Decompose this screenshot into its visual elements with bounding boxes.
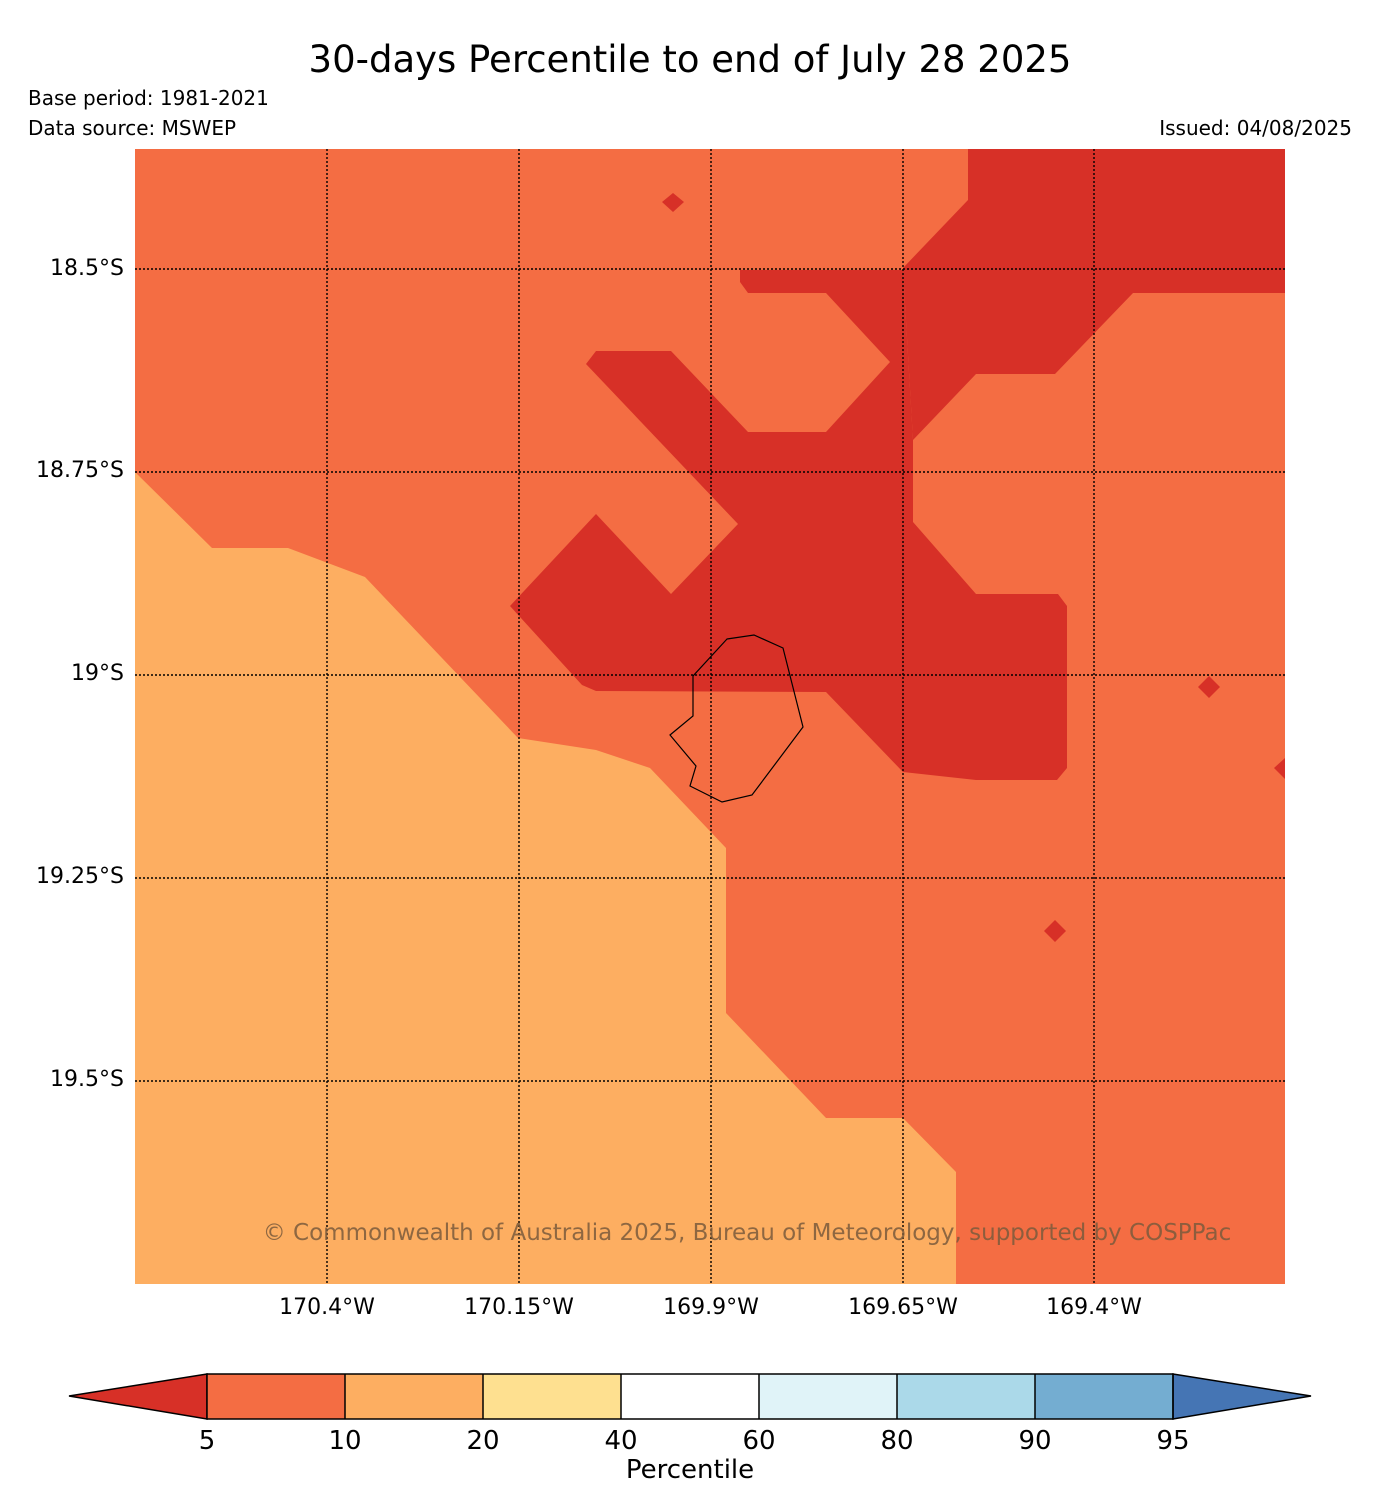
base-period: Base period: 1981-2021 — [28, 86, 269, 110]
colorbar-extend-high — [1172, 1373, 1312, 1420]
map-title: 30-days Percentile to end of July 28 202… — [308, 38, 1072, 81]
colorbar-extend-low — [68, 1373, 208, 1420]
lon-label: 169.4°W — [1046, 1295, 1142, 1320]
map-area: © Commonwealth of Australia 2025, Bureau… — [135, 149, 1285, 1284]
lon-label: 169.9°W — [663, 1295, 759, 1320]
lat-label: 18.75°S — [36, 458, 124, 483]
gridlines — [135, 149, 1285, 1284]
region-below-5-dot — [662, 193, 684, 212]
copyright-credit: © Commonwealth of Australia 2025, Bureau… — [263, 1220, 1232, 1246]
colorbar-tick: 60 — [742, 1426, 776, 1456]
colorbar-tick: 10 — [328, 1426, 362, 1456]
colorbar-tick: 20 — [466, 1426, 500, 1456]
lon-label: 170.15°W — [464, 1295, 574, 1320]
lat-label: 19.5°S — [50, 1067, 124, 1092]
colorbar-segment-40-60 — [621, 1374, 759, 1419]
region-below-5-dot — [1274, 758, 1285, 779]
colorbar-segment-90-95 — [1035, 1374, 1173, 1419]
colorbar-segment-20-40 — [483, 1374, 621, 1419]
data-source: Data source: MSWEP — [28, 116, 237, 140]
colorbar-tick: 95 — [1156, 1426, 1190, 1456]
lat-label: 19°S — [71, 661, 124, 686]
lat-label: 18.5°S — [50, 256, 124, 281]
region-below-5-dot — [1198, 676, 1220, 698]
colorbar-segment-60-80 — [759, 1374, 897, 1419]
issued-date: Issued: 04/08/2025 — [1159, 116, 1352, 140]
lat-label: 19.25°S — [36, 864, 124, 889]
lon-label: 170.4°W — [279, 1295, 375, 1320]
colorbar-segment-80-90 — [897, 1374, 1035, 1419]
region-below-5-central — [510, 270, 1067, 780]
colorbar-label: Percentile — [625, 1455, 755, 1485]
region-below-5-dot — [1044, 920, 1066, 942]
colorbar — [68, 1373, 1312, 1420]
colorbar-tick: 5 — [198, 1426, 216, 1456]
colorbar-tick: 40 — [604, 1426, 638, 1456]
colorbar-segment-10-20 — [345, 1374, 483, 1419]
colorbar-tick: 90 — [1018, 1426, 1052, 1456]
island-outline — [669, 634, 804, 803]
colorbar-tick: 80 — [880, 1426, 914, 1456]
lon-label: 169.65°W — [848, 1295, 958, 1320]
colorbar-segment-5-10 — [207, 1374, 345, 1419]
